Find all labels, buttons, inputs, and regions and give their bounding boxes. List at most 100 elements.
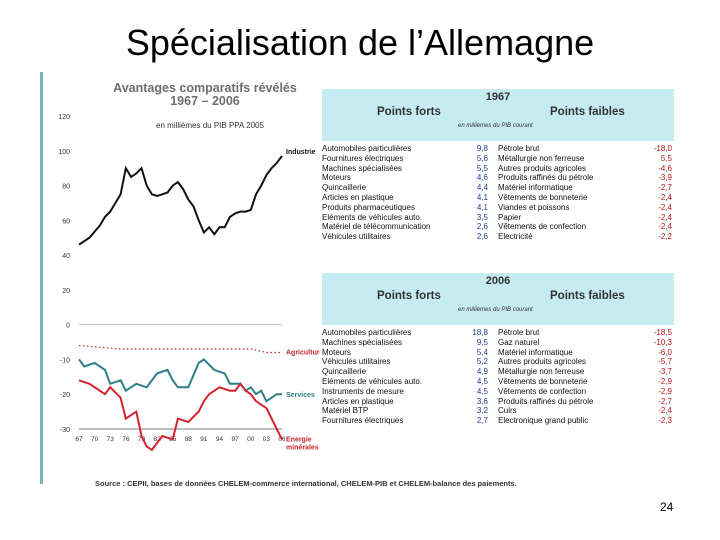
strong-name: Moteurs [322, 173, 351, 183]
y-tick-label: -20 [60, 392, 70, 399]
strong-name: Eléments de véhicules auto. [322, 212, 423, 222]
strong-value: 3,2 [476, 406, 488, 416]
weak-value: -2,4 [658, 212, 672, 222]
x-tick-label: 76 [122, 436, 130, 443]
strong-header: Points forts [377, 106, 441, 118]
strong-value: 5,6 [476, 153, 488, 163]
x-tick-label: 73 [107, 436, 115, 443]
weak-name: Electricité [498, 232, 533, 242]
table-row: Machines spécialisées 5,5 Autres produits … [322, 164, 674, 174]
strong-name: Articles en plastique [322, 396, 394, 406]
strong-value: 4,1 [476, 192, 488, 202]
x-tick-label: 79 [138, 436, 146, 443]
strong-name: Produits pharmaceutiques [322, 202, 415, 212]
table-row: Instruments de mesure 4,5 Vêtements de con… [322, 387, 674, 397]
weak-value: -2,4 [658, 406, 672, 416]
strong-name: Matériel de télécommunication [322, 222, 431, 232]
table-unit: en millièmes du PIB courant [458, 123, 533, 129]
table-year: 2006 [485, 275, 511, 287]
table-row: Moteurs 5,4 Matériel informatique -6,0 [322, 348, 674, 358]
table-row: Quincaillerie 4,9 Métallurgie non ferreuse… [322, 367, 674, 377]
table-unit: en millièmes du PIB courant [458, 307, 533, 313]
weak-value: -5,7 [658, 357, 672, 367]
strong-name: Eléments de véhicules auto. [322, 376, 423, 386]
series-line-0 [78, 155, 283, 246]
strong-header: Points forts [377, 290, 441, 302]
weak-name: Viandes et poissons [498, 202, 570, 212]
weak-name: Produits raffinés du pétrole [498, 396, 594, 406]
weak-name: Gaz naturel [498, 337, 540, 347]
weak-value: -2,9 [658, 376, 672, 386]
weak-value: -18,5 [653, 328, 672, 337]
series-line-2 [78, 358, 282, 403]
weak-name: Cuirs [498, 406, 517, 416]
weak-name: Pétrole brut [498, 328, 540, 337]
weak-name: Vêtements de confection [498, 222, 587, 232]
table-row: Véhicules utilitaires 5,2 Autres produits … [322, 357, 674, 367]
strong-value: 2,6 [476, 232, 488, 242]
weak-value: -2,7 [658, 183, 672, 193]
weak-name: Autres produits agricoles [498, 163, 587, 173]
table-rows: Automobiles particulières 18,8 Pétrole bru… [322, 328, 674, 426]
weak-value: -4,6 [658, 163, 672, 173]
weak-value: -3,7 [658, 367, 672, 377]
series-label: Agriculture [286, 349, 320, 356]
strong-name: Moteurs [322, 347, 351, 357]
series-line-3 [78, 379, 283, 452]
strong-value: 4,5 [476, 376, 488, 386]
strong-value: 4,9 [476, 367, 488, 377]
table-row: Quincaillerie 4,4 Matériel informatique -2,… [322, 183, 674, 193]
y-tick-label: 40 [62, 253, 70, 260]
weak-name: Métallurgie non ferreuse [498, 367, 585, 377]
weak-value: -10,3 [653, 337, 672, 347]
strong-name: Fournitures électriques [322, 153, 404, 163]
strong-name: Automobiles particulières [322, 328, 412, 337]
table-2006: 2006 Points forts Points faibles en mill… [322, 273, 674, 426]
y-tick-label: -10 [60, 357, 70, 364]
table-row: Fournitures électriques 2,7 Electronique g… [322, 416, 674, 426]
weak-value: -18,0 [653, 144, 672, 153]
weak-value: -2,7 [658, 396, 672, 406]
x-tick-label: 70 [91, 436, 99, 443]
weak-name: Electronique grand public [498, 416, 589, 426]
strong-value: 2,6 [476, 222, 488, 232]
x-tick-label: 94 [216, 436, 224, 443]
strong-name: Quincaillerie [322, 367, 367, 377]
table-rows: Automobiles particulières 9,8 Pétrole brut… [322, 144, 674, 242]
strong-value: 3,5 [476, 212, 488, 222]
y-tick-label: 100 [58, 149, 70, 156]
weak-value: -2,4 [658, 222, 672, 232]
table-row: Moteurs 4,6 Produits raffinés du pétrole -3… [322, 173, 674, 183]
strong-name: Instruments de mesure [322, 386, 404, 396]
weak-header: Points faibles [550, 290, 625, 302]
weak-value: -3,9 [658, 173, 672, 183]
table-row: Automobiles particulières 18,8 Pétrole bru… [322, 328, 674, 338]
strong-value: 9,5 [476, 337, 488, 347]
x-tick-label: 03 [263, 436, 271, 443]
y-tick-label: 80 [62, 184, 70, 191]
table-row: Produits pharmaceutiques 4,1 Viandes et po… [322, 203, 674, 213]
left-accent-rule [40, 72, 43, 484]
strong-value: 4,4 [476, 183, 488, 193]
table-header-band: 2006 Points forts Points faibles en mill… [322, 273, 674, 325]
strong-value: 3,6 [476, 396, 488, 406]
x-tick-label: 06 [278, 436, 286, 443]
x-tick-label: 97 [232, 436, 240, 443]
strong-value: 4,5 [476, 386, 488, 396]
weak-value: -2,9 [658, 386, 672, 396]
y-tick-label: 20 [62, 288, 70, 295]
weak-name: Vêtements de confection [498, 386, 587, 396]
x-tick-label: 82 [153, 436, 161, 443]
y-tick-label: 0 [66, 323, 70, 330]
series-label-multiline: Energie minérales [286, 436, 319, 451]
weak-value: -6,0 [658, 347, 672, 357]
chart-title-block: Avantages comparatifs révélés 1967 – 200… [95, 82, 315, 108]
weak-name: Vêtements de bonneterie [498, 376, 588, 386]
strong-name: Matériel BTP [322, 406, 369, 416]
strong-name: Articles en plastique [322, 192, 394, 202]
y-tick-label: 120 [58, 114, 70, 121]
strong-name: Fournitures électriques [322, 416, 404, 426]
x-tick-label: 88 [185, 436, 193, 443]
strong-value: 5,2 [476, 357, 488, 367]
